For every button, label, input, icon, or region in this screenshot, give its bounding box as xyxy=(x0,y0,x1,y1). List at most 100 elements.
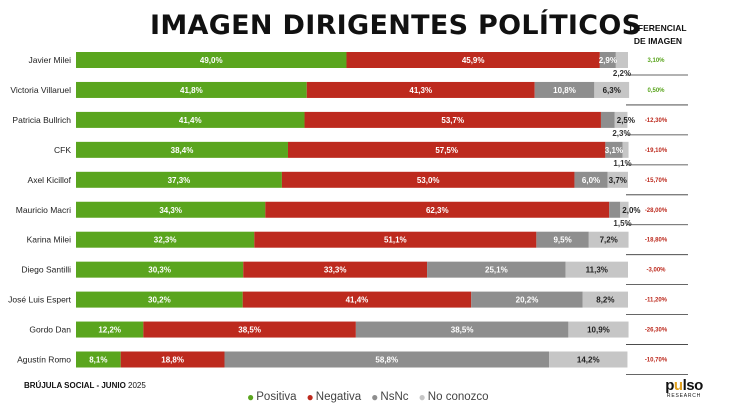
diferencial-value: -3,00% xyxy=(646,268,666,274)
data-label: 51,1% xyxy=(384,236,407,245)
data-label: 1,1% xyxy=(613,159,631,168)
diferencial-value: -28,00% xyxy=(645,208,668,214)
data-label: 11,3% xyxy=(586,266,608,275)
legend-swatch-icon: ● xyxy=(247,390,255,404)
bar-segment xyxy=(120,351,225,368)
data-label: 25,1% xyxy=(485,266,508,275)
bar-segment xyxy=(254,231,537,248)
bar-segment xyxy=(622,141,629,158)
data-label: 12,2% xyxy=(98,326,121,335)
bar-segment xyxy=(76,231,255,248)
category-label: Javier Milei xyxy=(28,55,71,65)
data-label: 38,5% xyxy=(238,326,261,335)
bar-segment xyxy=(588,231,629,248)
data-label: 45,9% xyxy=(462,56,485,65)
bar-segment xyxy=(471,291,583,308)
bar-segment xyxy=(243,261,428,278)
bar-segment xyxy=(536,231,589,248)
bar-segment xyxy=(609,201,621,218)
data-label: 3,7% xyxy=(609,176,627,185)
data-label: 6,0% xyxy=(582,176,600,185)
bar-segment xyxy=(306,81,535,98)
bar-segment xyxy=(355,321,569,338)
diferencial-value: -15,70% xyxy=(645,178,668,184)
legend-item: ● No conozco xyxy=(419,390,489,404)
data-label: 2,9% xyxy=(599,56,617,65)
bar-segment xyxy=(574,171,608,188)
bar-segment xyxy=(582,291,628,308)
bar-segment xyxy=(568,321,629,338)
bar-segment xyxy=(76,111,305,128)
diferencial-value: -19,10% xyxy=(645,148,668,154)
data-label: 38,4% xyxy=(171,146,194,155)
bar-segment xyxy=(346,52,600,68)
legend-item: ● Negativa xyxy=(307,390,362,404)
chart-title: IMAGEN DIRIGENTES POLÍTICOS xyxy=(150,10,642,41)
footer-title: BRÚJULA SOCIAL - JUNIO xyxy=(24,381,126,390)
bar-segment xyxy=(265,201,610,218)
footer-year: 2025 xyxy=(128,381,146,390)
diferencial-value: -10,70% xyxy=(645,358,668,364)
category-label: CFK xyxy=(54,145,71,155)
data-label: 58,8% xyxy=(375,356,398,365)
data-label: 33,3% xyxy=(324,266,347,275)
legend-swatch-icon: ● xyxy=(418,390,426,404)
bar-segment xyxy=(620,201,629,218)
bar-segment xyxy=(594,81,630,98)
bar-segment xyxy=(76,52,347,68)
data-label: 53,0% xyxy=(417,176,440,185)
category-label: Gordo Dan xyxy=(29,325,71,335)
data-label: 37,3% xyxy=(168,176,191,185)
category-label: Axel Kicillof xyxy=(28,175,72,185)
data-label: 7,2% xyxy=(600,236,618,245)
bar-segment xyxy=(304,111,601,128)
data-label: 10,9% xyxy=(587,326,610,335)
bar-segment xyxy=(76,261,244,278)
stacked-bar-chart: Javier Milei 49,0% 45,9% 2,9% 2,2% 3,10% Victo… xyxy=(8,52,688,375)
bar-segment xyxy=(615,52,628,68)
bar-segment xyxy=(76,81,307,98)
bar-segment xyxy=(76,321,144,338)
bar-segment xyxy=(76,291,243,308)
legend-item: ● Positiva xyxy=(247,390,297,404)
data-label: 49,0% xyxy=(200,56,223,65)
category-label: Karina Milei xyxy=(27,235,72,245)
data-label: 8,2% xyxy=(596,296,614,305)
category-label: Diego Santilli xyxy=(21,265,71,275)
legend-swatch-icon: ● xyxy=(371,390,379,404)
data-label: 9,5% xyxy=(553,236,571,245)
bar-segment xyxy=(143,321,356,338)
diferencial-header-line-1: DIFERENCIAL xyxy=(629,23,687,33)
bar-segment xyxy=(281,171,575,188)
bar-segment xyxy=(549,351,628,368)
logo-wordmark: pulso xyxy=(665,377,703,394)
brand-logo: pulso RESEARCH xyxy=(658,378,710,400)
data-label: 6,3% xyxy=(603,86,621,95)
footer-source: BRÚJULA SOCIAL - JUNIO 2025 xyxy=(24,381,146,390)
data-label: 41,3% xyxy=(409,86,432,95)
bar-segment xyxy=(427,261,566,278)
chart-legend: ● Positiva ● Negativa ● NsNc ● No conozco xyxy=(247,390,499,404)
data-label: 18,8% xyxy=(161,356,184,365)
legend-label: Negativa xyxy=(315,391,362,403)
diferencial-value: 0,50% xyxy=(647,88,665,94)
bar-segment xyxy=(607,171,628,188)
legend-label: Positiva xyxy=(256,391,297,403)
legend-label: NsNc xyxy=(380,391,409,403)
data-label: 14,2% xyxy=(577,356,600,365)
data-label: 2,3% xyxy=(612,129,630,138)
diferencial-value: -12,30% xyxy=(645,118,668,124)
data-label: 57,5% xyxy=(435,146,458,155)
data-label: 53,7% xyxy=(441,116,464,125)
diferencial-value: -18,80% xyxy=(645,238,668,244)
data-label: 41,8% xyxy=(180,86,203,95)
category-label: Agustín Romo xyxy=(17,355,71,365)
bar-segment xyxy=(600,111,615,128)
data-label: 20,2% xyxy=(516,296,539,305)
bar-segment xyxy=(76,141,288,158)
bar-segment xyxy=(224,351,550,368)
diferencial-value: -26,30% xyxy=(645,328,668,334)
bar-segment xyxy=(242,291,472,308)
data-label: 3,1% xyxy=(605,146,623,155)
data-label: 2,2% xyxy=(613,69,631,78)
